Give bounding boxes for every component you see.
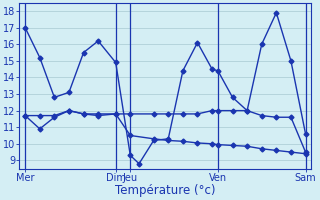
X-axis label: Température (°c): Température (°c): [115, 184, 216, 197]
